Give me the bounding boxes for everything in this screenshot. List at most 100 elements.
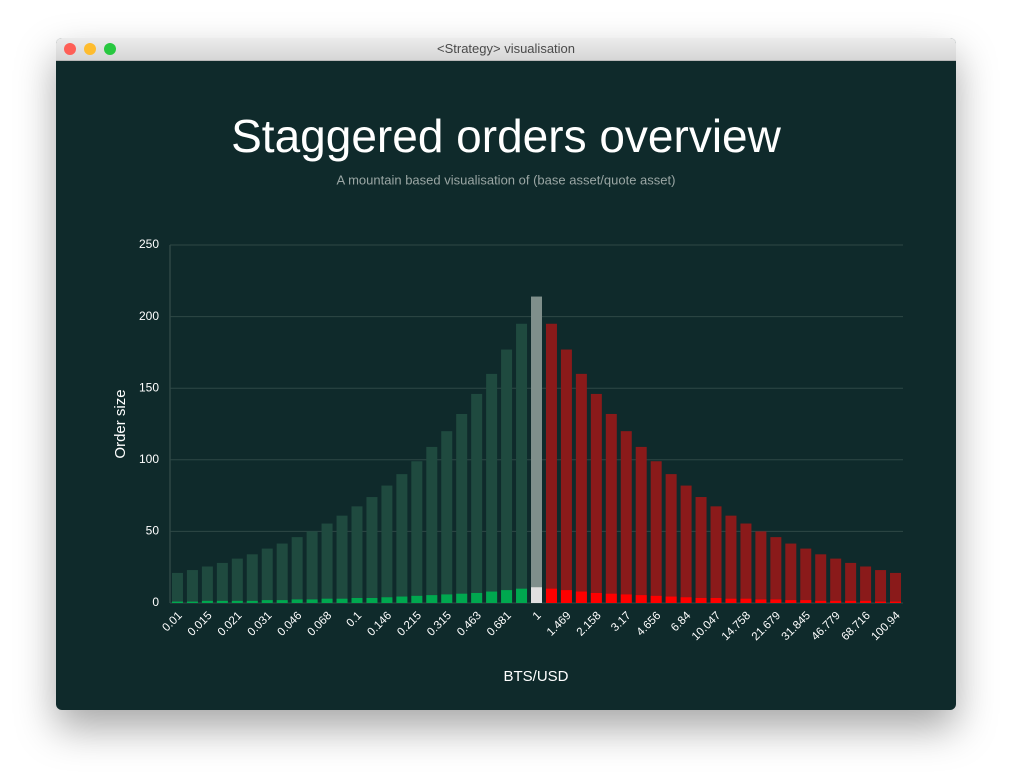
bar xyxy=(231,600,243,603)
bar xyxy=(620,431,632,603)
x-tick-label: 100.94 xyxy=(869,609,903,643)
y-tick-label: 250 xyxy=(139,237,159,251)
bar xyxy=(830,558,842,603)
bar xyxy=(366,597,378,603)
bar xyxy=(471,592,483,603)
bar xyxy=(590,393,602,603)
bar xyxy=(860,566,872,603)
x-tick-label: 0.01 xyxy=(160,610,184,634)
bar xyxy=(426,595,438,603)
bar xyxy=(336,598,348,603)
x-tick-label: 1 xyxy=(531,610,544,623)
x-tick-label: 68.716 xyxy=(840,610,873,643)
y-axis-label: Order size xyxy=(112,389,129,458)
bar xyxy=(890,601,902,603)
bar xyxy=(246,554,258,603)
x-tick-label: 1.469 xyxy=(545,610,574,639)
bar xyxy=(456,593,468,603)
x-tick-label: 0.215 xyxy=(395,610,424,639)
bar xyxy=(321,598,333,603)
x-axis-label: BTS/USD xyxy=(503,668,568,685)
bar xyxy=(770,599,782,603)
bar xyxy=(545,588,557,603)
bar xyxy=(306,531,318,603)
x-tick-label: 0.315 xyxy=(425,610,454,639)
bar xyxy=(650,595,662,603)
bar xyxy=(336,515,348,603)
bar xyxy=(261,600,273,603)
bar xyxy=(186,570,198,603)
bar xyxy=(486,373,498,603)
y-tick-label: 150 xyxy=(139,380,159,394)
chart-subtitle: A mountain based visualisation of (base … xyxy=(337,172,676,187)
bar xyxy=(411,461,423,603)
bar xyxy=(665,596,677,603)
bar xyxy=(695,497,707,603)
bar xyxy=(590,592,602,603)
bar xyxy=(351,506,363,603)
bar xyxy=(875,601,887,603)
bar xyxy=(875,570,887,603)
y-tick-label: 100 xyxy=(139,452,159,466)
x-tick-label: 10.047 xyxy=(690,610,723,643)
bar xyxy=(261,548,273,603)
bar xyxy=(291,599,303,603)
bar xyxy=(800,600,812,603)
bar xyxy=(710,506,722,603)
bar xyxy=(815,554,827,603)
x-tick-label: 21.679 xyxy=(750,610,783,643)
bar xyxy=(426,446,438,603)
x-tick-label: 31.845 xyxy=(780,610,813,643)
x-tick-label: 4.656 xyxy=(635,610,664,639)
bar xyxy=(516,323,528,603)
bar xyxy=(276,600,288,603)
bar xyxy=(800,548,812,603)
bar xyxy=(740,598,752,603)
bar xyxy=(321,523,333,603)
bar xyxy=(171,601,183,603)
bar xyxy=(605,593,617,603)
chart-title: Staggered orders overview xyxy=(231,110,782,162)
x-tick-label: 0.1 xyxy=(344,610,364,630)
x-tick-label: 6.84 xyxy=(669,609,694,634)
y-tick-label: 200 xyxy=(139,309,159,323)
bar xyxy=(216,562,228,603)
x-tick-label: 0.015 xyxy=(186,610,215,639)
bar xyxy=(860,600,872,603)
bar xyxy=(276,543,288,603)
minimize-button[interactable] xyxy=(84,43,96,55)
bar xyxy=(665,474,677,603)
bar xyxy=(486,591,498,603)
bar xyxy=(605,413,617,603)
close-button[interactable] xyxy=(64,43,76,55)
bar xyxy=(635,446,647,603)
bar xyxy=(456,413,468,603)
bar xyxy=(441,431,453,603)
x-tick-label: 0.021 xyxy=(216,610,245,639)
bar xyxy=(680,485,692,603)
bar xyxy=(186,601,198,603)
bar xyxy=(575,591,587,603)
bar xyxy=(845,600,857,603)
x-tick-label: 0.046 xyxy=(276,610,305,639)
bar xyxy=(366,497,378,603)
bar xyxy=(171,572,183,603)
bar xyxy=(351,597,363,603)
bar xyxy=(710,597,722,603)
x-tick-label: 0.068 xyxy=(305,610,334,639)
x-tick-label: 0.031 xyxy=(246,610,275,639)
bar xyxy=(516,588,528,603)
title-bar: <Strategy> visualisation xyxy=(56,38,956,61)
x-tick-label: 3.17 xyxy=(609,610,633,634)
bar xyxy=(531,296,542,603)
x-tick-label: 46.779 xyxy=(810,610,843,643)
bar xyxy=(845,562,857,603)
bar xyxy=(306,599,318,603)
bar xyxy=(680,597,692,603)
bar xyxy=(381,597,393,603)
bar xyxy=(381,485,393,603)
bar xyxy=(725,598,737,603)
zoom-button[interactable] xyxy=(104,43,116,55)
y-tick-label: 0 xyxy=(152,595,159,609)
x-tick-label: 0.146 xyxy=(365,610,394,639)
